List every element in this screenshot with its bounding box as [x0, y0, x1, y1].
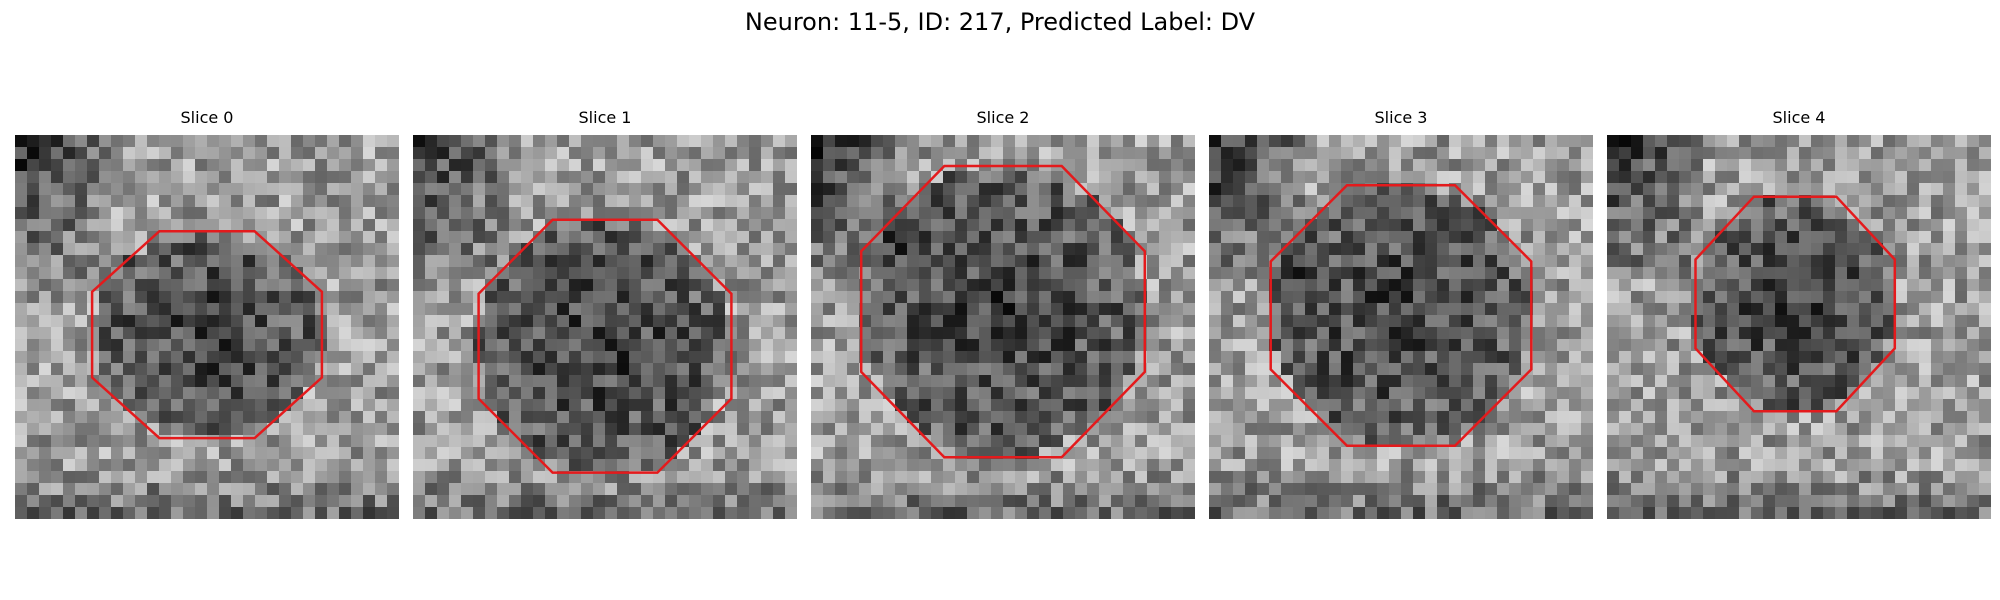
- slice-image: [1209, 135, 1593, 519]
- segmentation-contour: [90, 229, 324, 440]
- segmentation-contour: [1694, 195, 1897, 413]
- slice-image: [413, 135, 797, 519]
- slice-title: Slice 0: [180, 108, 234, 127]
- segmentation-contour: [477, 218, 733, 474]
- segmentation-contour: [859, 164, 1147, 459]
- slice-image: [811, 135, 1195, 519]
- segmentation-contour: [1269, 183, 1533, 448]
- figure-title: Neuron: 11-5, ID: 217, Predicted Label: …: [744, 8, 1256, 36]
- slice-title: Slice 4: [1772, 108, 1826, 127]
- slice-image: [1607, 135, 1991, 519]
- slice-title: Slice 1: [578, 108, 632, 127]
- slice-title: Slice 3: [1374, 108, 1428, 127]
- slice-title: Slice 2: [976, 108, 1030, 127]
- slice-image: [15, 135, 399, 519]
